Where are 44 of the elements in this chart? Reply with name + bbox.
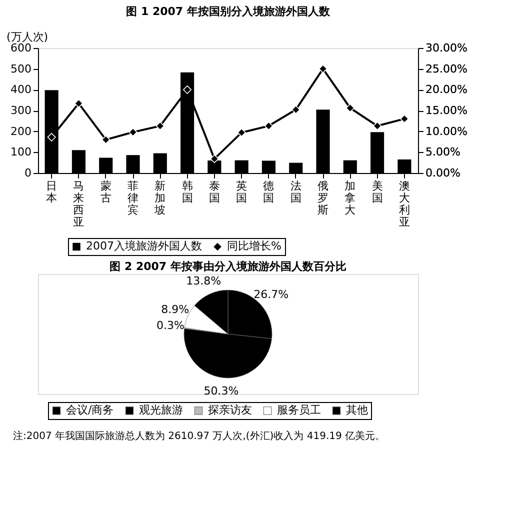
legend-label: 探亲访友 (208, 404, 252, 417)
y-tick-label: 100 (10, 146, 32, 159)
y2-tick-label: 5.00% (426, 146, 460, 159)
x-tick-label: 澳大利亚 (398, 180, 410, 228)
chart-title: 图 2 2007 年按事由分入境旅游外国人数百分比 (110, 260, 346, 273)
y2-tick-label: 10.00% (426, 124, 468, 138)
chart-title: 图 1 2007 年按国别分入境旅游外国人数 (126, 5, 331, 18)
y2-tick-label: 15.00% (426, 104, 468, 117)
legend-label: 2007入境旅游外国人数 (86, 240, 202, 253)
x-tick-label: 加拿大 (344, 180, 356, 216)
y-tick-label: 400 (10, 83, 32, 96)
text: 注:2007 年我国国际旅游总人数为 2610.97 万人次,(外汇)收入为 419.19 亿美元。 (13, 430, 386, 442)
x-tick-label: 德国 (263, 180, 274, 204)
data-label: 13.8% (186, 274, 222, 288)
data-label: 8.9% (161, 303, 190, 316)
legend-label: 同比增长% (227, 240, 282, 253)
x-tick-label: 英国 (236, 180, 248, 204)
y2-tick-label: 20.00% (426, 83, 468, 96)
x-tick-label: 菲律宾 (128, 180, 138, 216)
legend-label: 服务员工 (277, 404, 321, 417)
legend-label: 会议/商务 (66, 404, 114, 417)
data-label: 0.3% (156, 319, 185, 332)
x-tick-label: 法国 (290, 180, 302, 204)
x-tick-label: 新加坡 (154, 180, 166, 216)
legend-label: 观光旅游 (139, 404, 183, 417)
y2-tick-label: 0.00% (426, 166, 460, 180)
x-tick-label: 韩国 (182, 180, 193, 204)
data-label: 26.7% (254, 288, 289, 302)
y-axis-title: (万人次) (6, 30, 48, 44)
y2-tick-label: 30.00% (426, 42, 468, 54)
y-tick-label: 500 (10, 62, 32, 76)
y-tick-label: 200 (10, 124, 32, 138)
y-tick-label: 600 (10, 42, 32, 54)
x-tick-label: 马来西亚 (73, 180, 84, 228)
y-tick-label: 300 (10, 104, 32, 117)
y-tick-label: 0 (24, 166, 32, 180)
legend-label: 其他 (346, 404, 368, 417)
x-tick-label: 俄罗斯 (318, 180, 328, 216)
x-tick-label: 日本 (46, 180, 58, 204)
x-tick-label: 泰国 (208, 180, 220, 204)
x-tick-label: 蒙古 (100, 180, 112, 204)
data-label: 50.3% (204, 384, 239, 398)
x-tick-label: 美国 (372, 180, 383, 204)
y2-tick-label: 25.00% (426, 62, 468, 76)
